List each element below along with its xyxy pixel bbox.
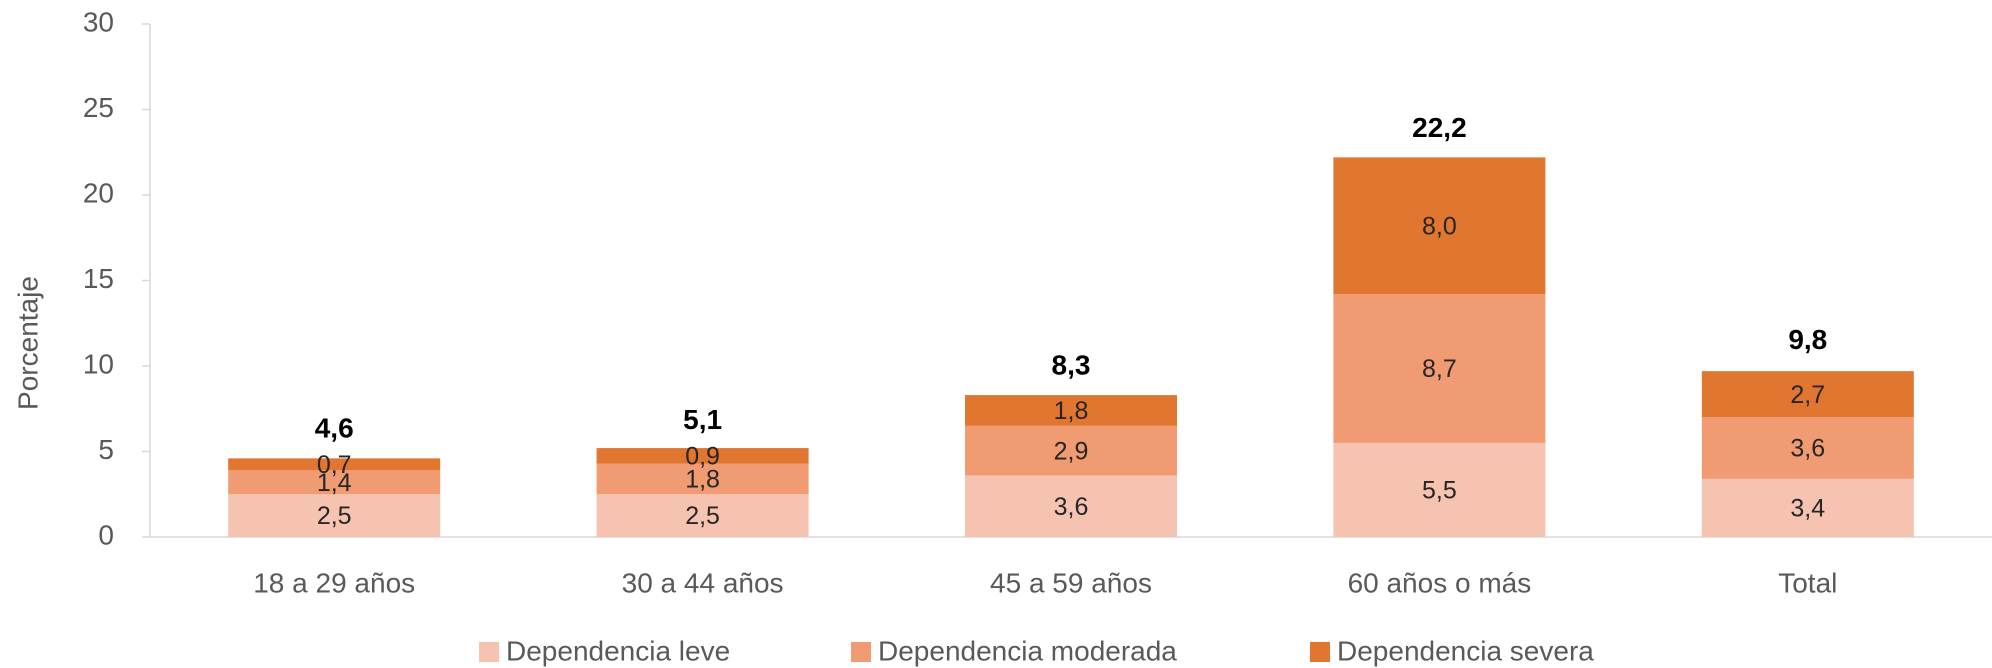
y-tick-label: 10 <box>83 348 114 379</box>
value-label: 2,5 <box>317 502 352 530</box>
y-tick-label: 5 <box>98 434 114 465</box>
y-tick-label: 30 <box>83 6 114 37</box>
value-label: 3,4 <box>1790 495 1825 523</box>
x-tick-label: 30 a 44 años <box>622 567 784 598</box>
x-tick-label: 45 a 59 años <box>990 567 1152 598</box>
y-tick-label: 15 <box>83 263 114 294</box>
value-label: 8,7 <box>1422 355 1457 383</box>
legend-label: Dependencia severa <box>1337 635 1594 666</box>
x-tick-label: 18 a 29 años <box>253 567 415 598</box>
value-label: 3,6 <box>1054 493 1089 521</box>
bar-segment <box>1701 417 1914 479</box>
value-label: 8,0 <box>1422 212 1457 240</box>
y-axis-label: Porcentaje <box>12 276 43 410</box>
y-tick-label: 20 <box>83 177 114 208</box>
value-label: 2,7 <box>1790 381 1825 409</box>
bar-segment <box>596 463 809 495</box>
value-label: 0,9 <box>685 442 720 470</box>
bar-segment <box>1701 478 1914 537</box>
bar-segment <box>965 475 1177 537</box>
bar-segment <box>228 470 441 495</box>
y-tick-label: 25 <box>83 92 114 123</box>
bar-segment <box>596 448 809 464</box>
value-label: 2,9 <box>1054 437 1089 465</box>
bar-segment <box>228 458 441 471</box>
legend-swatch <box>479 642 499 662</box>
bar-segment <box>1333 442 1546 537</box>
bar-segment <box>1701 371 1914 418</box>
value-label: 5,5 <box>1422 477 1457 505</box>
value-label: 1,8 <box>685 465 720 493</box>
bar-segment <box>965 395 1177 426</box>
x-tick-label: Total <box>1778 567 1837 598</box>
value-label: 2,5 <box>685 502 720 530</box>
bar-segment <box>228 494 441 537</box>
x-tick-label: 60 años o más <box>1348 567 1532 598</box>
value-label: 1,8 <box>1054 397 1089 425</box>
bar-segment <box>965 425 1177 476</box>
value-label: 3,6 <box>1790 435 1825 463</box>
total-label: 4,6 <box>315 413 354 444</box>
total-label: 8,3 <box>1052 349 1091 380</box>
bar-segment <box>1333 157 1546 295</box>
total-label: 22,2 <box>1412 112 1467 143</box>
legend-label: Dependencia leve <box>506 635 730 666</box>
value-label: 0,7 <box>317 451 352 479</box>
legend-label: Dependencia moderada <box>878 635 1177 666</box>
total-label: 5,1 <box>683 404 722 435</box>
total-label: 9,8 <box>1788 324 1827 355</box>
value-label: 1,4 <box>317 469 352 497</box>
y-tick-label: 0 <box>98 519 114 550</box>
bar-segment <box>596 494 809 537</box>
legend-swatch <box>851 642 871 662</box>
legend-swatch <box>1310 642 1330 662</box>
bar-segment <box>1333 294 1546 443</box>
